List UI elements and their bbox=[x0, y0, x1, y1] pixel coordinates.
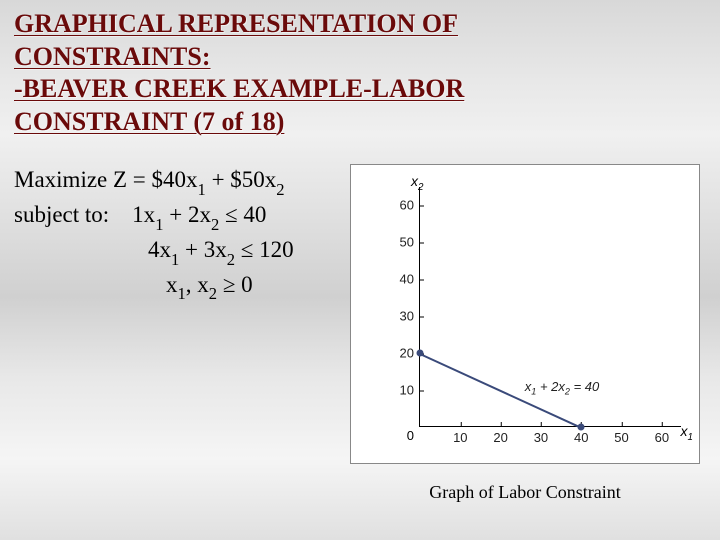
constraint-point bbox=[578, 424, 585, 431]
c2-a: 4x bbox=[148, 237, 171, 262]
chart-caption: Graph of Labor Constraint bbox=[429, 482, 620, 503]
nonneg: x1, x2 ≥ 0 bbox=[14, 269, 344, 304]
title-line3: -BEAVER CREEK EXAMPLE-LABOR bbox=[14, 74, 464, 103]
y-tick: 10 bbox=[400, 383, 420, 398]
slide-title: GRAPHICAL REPRESENTATION OF CONSTRAINTS:… bbox=[0, 0, 720, 142]
constraint-1: subject to: 1x1 + 2x2 ≤ 40 bbox=[14, 199, 344, 234]
nn-sub1: 1 bbox=[178, 284, 186, 303]
x-tick: 50 bbox=[614, 426, 628, 445]
equation-label: x1 + 2x2 = 40 bbox=[525, 379, 599, 397]
c1-a: subject to: 1x bbox=[14, 202, 155, 227]
x-axis-label: x1 bbox=[681, 423, 693, 443]
x-tick: 60 bbox=[655, 426, 669, 445]
title-line4: CONSTRAINT (7 of 18) bbox=[14, 107, 284, 136]
c1-c: ≤ 40 bbox=[219, 202, 266, 227]
origin-label: 0 bbox=[407, 426, 420, 443]
math-block: Maximize Z = $40x1 + $50x2 subject to: 1… bbox=[14, 164, 344, 503]
nn-sub2: 2 bbox=[209, 284, 217, 303]
c2-sub1: 1 bbox=[171, 250, 179, 269]
x-axis-sub: 1 bbox=[688, 432, 693, 443]
x-tick: 30 bbox=[534, 426, 548, 445]
c1-sub1: 1 bbox=[155, 215, 163, 234]
y-tick: 30 bbox=[400, 309, 420, 324]
constraint-2: 4x1 + 3x2 ≤ 120 bbox=[14, 234, 344, 269]
y-axis-var: x bbox=[411, 173, 418, 189]
c2-sub2: 2 bbox=[227, 250, 235, 269]
y-tick: 50 bbox=[400, 235, 420, 250]
nn-a: x bbox=[166, 272, 178, 297]
nn-c: ≥ 0 bbox=[217, 272, 253, 297]
plot-area: 0 102030405060102030405060x1 + 2x2 = 40 bbox=[419, 187, 681, 427]
x-tick: 20 bbox=[493, 426, 507, 445]
obj-a: Maximize Z = $40x bbox=[14, 167, 198, 192]
title-line1: GRAPHICAL REPRESENTATION OF bbox=[14, 9, 458, 38]
chart-column: x2 x1 0 102030405060102030405060x1 + 2x2… bbox=[344, 164, 706, 503]
content-row: Maximize Z = $40x1 + $50x2 subject to: 1… bbox=[0, 142, 720, 503]
c1-b: + 2x bbox=[163, 202, 210, 227]
obj-sub1: 1 bbox=[198, 180, 206, 199]
nn-b: , x bbox=[186, 272, 209, 297]
c1-sub2: 2 bbox=[211, 215, 219, 234]
obj-sub2: 2 bbox=[276, 180, 284, 199]
c2-c: ≤ 120 bbox=[235, 237, 294, 262]
x-axis-var: x bbox=[681, 423, 688, 439]
obj-b: + $50x bbox=[206, 167, 276, 192]
y-tick: 60 bbox=[400, 198, 420, 213]
x-tick: 10 bbox=[453, 426, 467, 445]
constraint-point bbox=[417, 350, 424, 357]
c2-b: + 3x bbox=[179, 237, 226, 262]
labor-constraint-chart: x2 x1 0 102030405060102030405060x1 + 2x2… bbox=[350, 164, 700, 464]
y-tick: 40 bbox=[400, 272, 420, 287]
objective-line: Maximize Z = $40x1 + $50x2 bbox=[14, 164, 344, 199]
title-line2: CONSTRAINTS: bbox=[14, 42, 211, 71]
